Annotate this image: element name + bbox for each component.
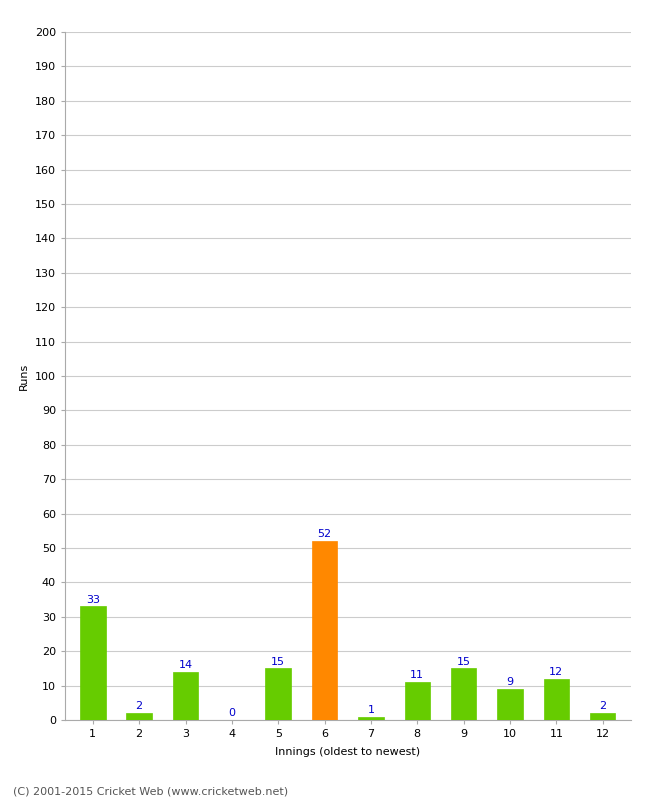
Text: 33: 33 — [86, 594, 100, 605]
Bar — [312, 541, 337, 720]
Text: 52: 52 — [317, 530, 332, 539]
Text: 0: 0 — [228, 708, 235, 718]
Bar — [265, 669, 291, 720]
Text: 1: 1 — [367, 705, 374, 715]
Bar — [358, 717, 384, 720]
Text: 15: 15 — [457, 657, 471, 666]
Bar — [590, 713, 616, 720]
Bar — [80, 606, 105, 720]
Text: 14: 14 — [179, 660, 192, 670]
Bar — [126, 713, 152, 720]
Text: 2: 2 — [136, 702, 143, 711]
Text: 11: 11 — [410, 670, 424, 681]
X-axis label: Innings (oldest to newest): Innings (oldest to newest) — [275, 747, 421, 758]
Text: 2: 2 — [599, 702, 606, 711]
Text: (C) 2001-2015 Cricket Web (www.cricketweb.net): (C) 2001-2015 Cricket Web (www.cricketwe… — [13, 786, 288, 796]
Bar — [173, 672, 198, 720]
Bar — [543, 678, 569, 720]
Bar — [497, 689, 523, 720]
Bar — [404, 682, 430, 720]
Text: 9: 9 — [506, 678, 514, 687]
Text: 15: 15 — [271, 657, 285, 666]
Bar — [451, 669, 476, 720]
Y-axis label: Runs: Runs — [20, 362, 29, 390]
Text: 12: 12 — [549, 667, 564, 677]
